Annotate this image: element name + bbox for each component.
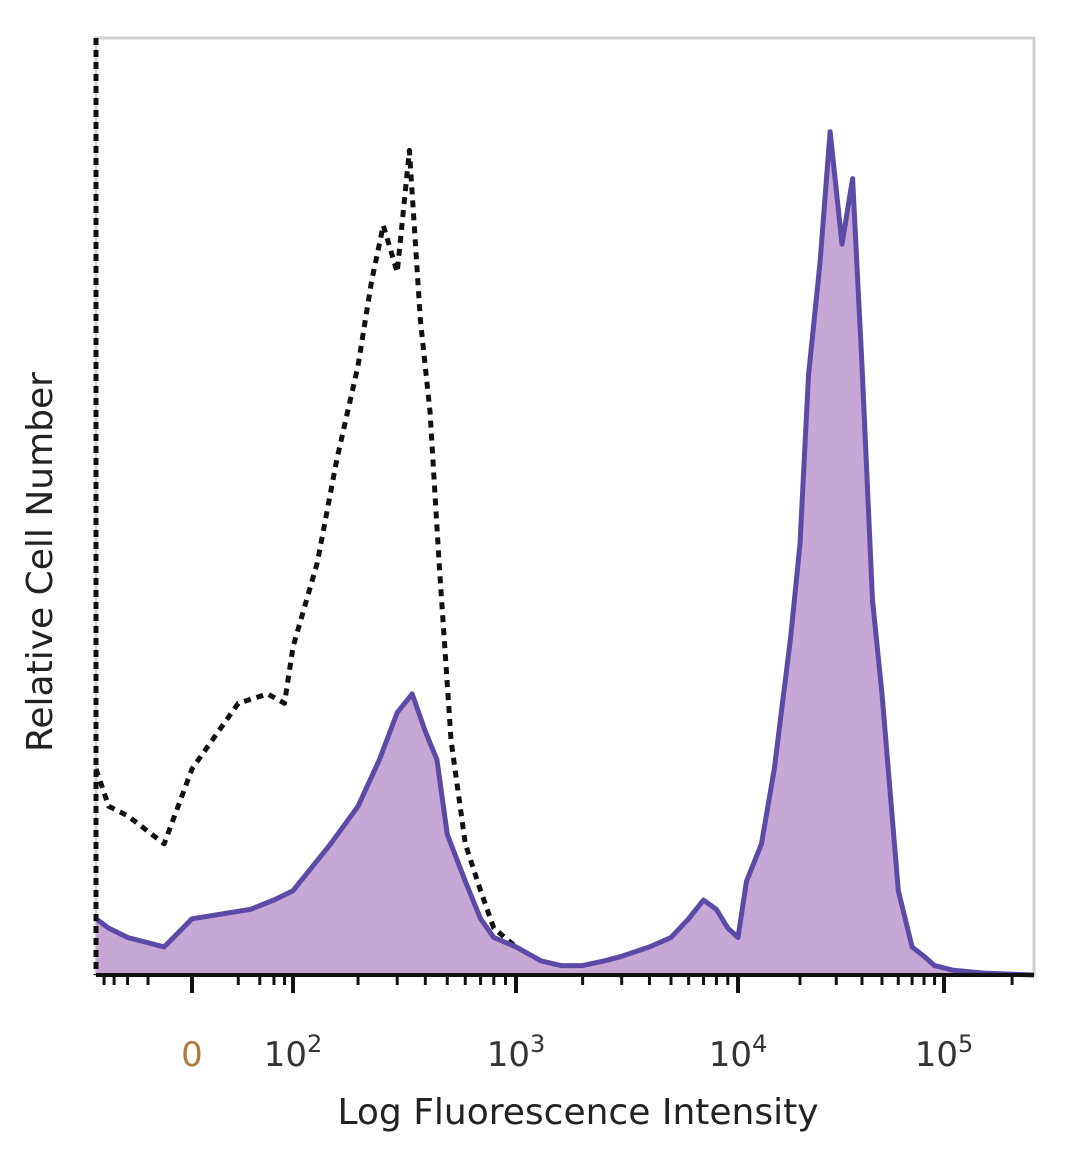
- x-tick-layer: 0 102 103 104 105: [102, 975, 1014, 1075]
- x-tick-label-0: 0: [181, 1035, 203, 1075]
- x-tick-label-2: 103: [487, 1030, 546, 1075]
- series-0-line: [93, 147, 622, 978]
- x-tick-label-3: 104: [709, 1030, 768, 1075]
- y-axis-label: Relative Cell Number: [20, 372, 61, 752]
- x-axis-label: Log Fluorescence Intensity: [337, 1092, 818, 1133]
- x-tick-label-1: 102: [264, 1030, 323, 1075]
- series-1-line: [94, 129, 1035, 978]
- plot-layer: [93, 36, 1036, 978]
- x-tick-label-4: 105: [915, 1030, 974, 1075]
- series-1-fill: [96, 131, 1034, 975]
